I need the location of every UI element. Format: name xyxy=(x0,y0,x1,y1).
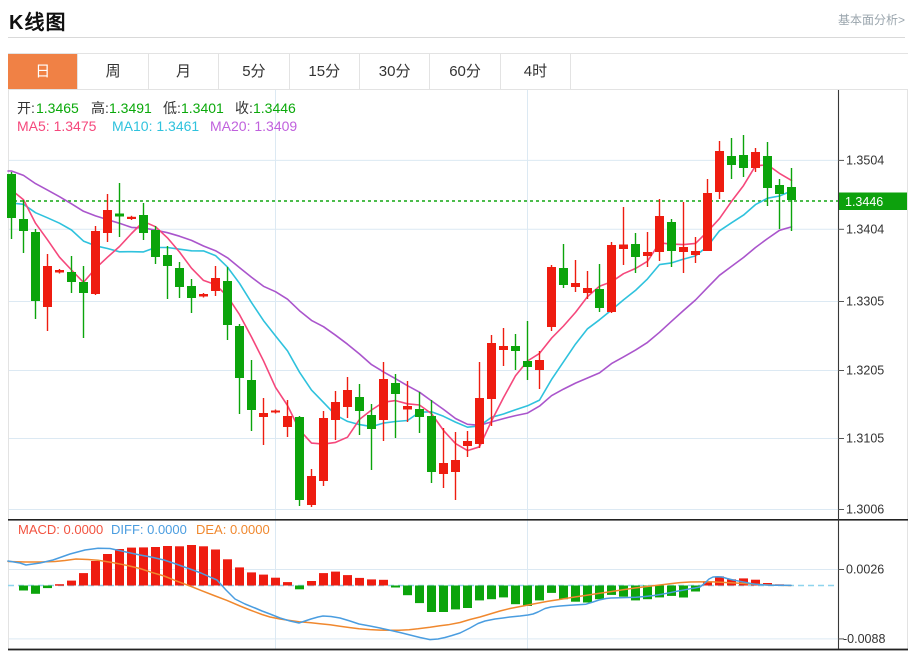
svg-text:MACD: 0.0000: MACD: 0.0000 xyxy=(18,522,103,537)
svg-text:MA10: 1.3461: MA10: 1.3461 xyxy=(112,118,199,134)
svg-text:0.0026: 0.0026 xyxy=(846,563,884,577)
svg-text:MA5: 1.3475: MA5: 1.3475 xyxy=(17,118,97,134)
svg-text:1.3105: 1.3105 xyxy=(846,432,884,446)
svg-text:1.3305: 1.3305 xyxy=(846,295,884,309)
svg-text:收:: 收: xyxy=(235,100,253,116)
svg-text:1.3401: 1.3401 xyxy=(181,100,224,116)
svg-text:低:: 低: xyxy=(163,100,181,116)
svg-text:开:: 开: xyxy=(17,100,35,116)
svg-text:1.3504: 1.3504 xyxy=(846,154,884,168)
svg-text:1.3404: 1.3404 xyxy=(846,223,884,237)
svg-text:DEA: 0.0000: DEA: 0.0000 xyxy=(196,522,270,537)
svg-text:1.3491: 1.3491 xyxy=(109,100,152,116)
svg-text:高:: 高: xyxy=(91,100,109,116)
svg-text:1.3446: 1.3446 xyxy=(845,195,883,209)
svg-text:1.3446: 1.3446 xyxy=(253,100,296,116)
svg-text:-0.0088: -0.0088 xyxy=(843,632,885,646)
svg-text:MA20: 1.3409: MA20: 1.3409 xyxy=(210,118,297,134)
svg-text:1.3006: 1.3006 xyxy=(846,503,884,517)
svg-text:DIFF: 0.0000: DIFF: 0.0000 xyxy=(111,522,187,537)
svg-text:1.3205: 1.3205 xyxy=(846,364,884,378)
svg-text:1.3465: 1.3465 xyxy=(36,100,79,116)
